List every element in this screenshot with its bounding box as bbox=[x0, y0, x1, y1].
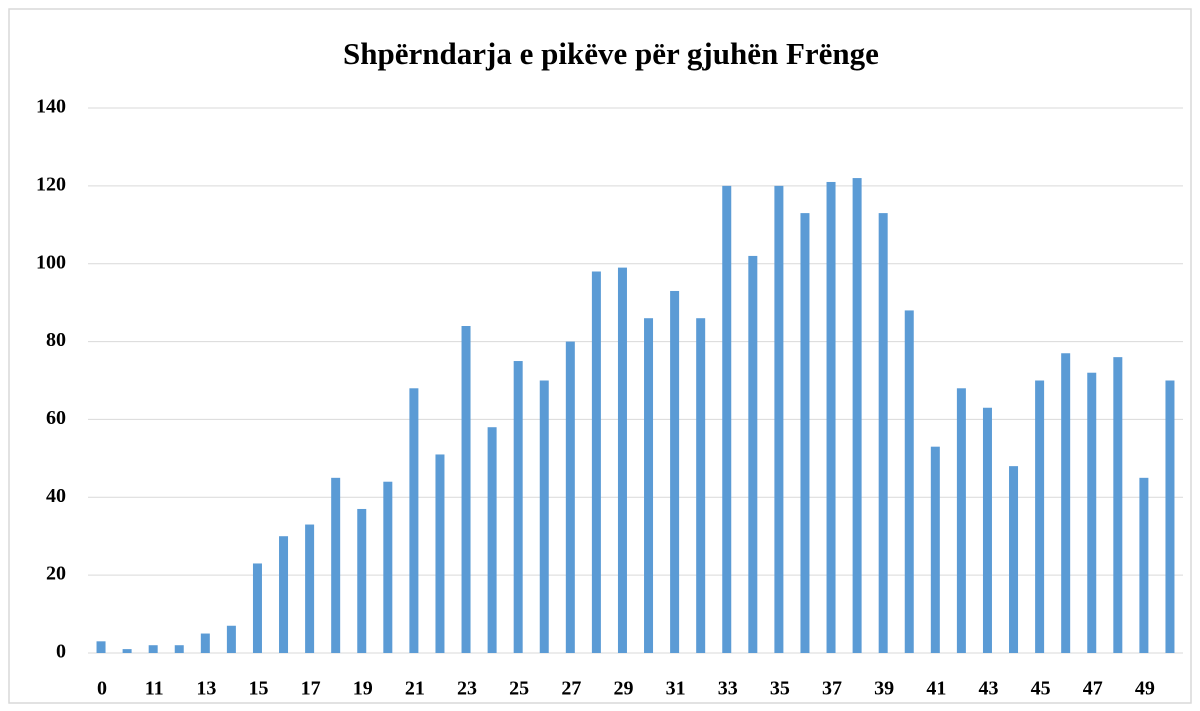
bar bbox=[200, 633, 210, 653]
bar bbox=[800, 213, 810, 653]
bar bbox=[748, 255, 758, 653]
bar bbox=[826, 181, 836, 653]
bar bbox=[696, 318, 706, 653]
bar bbox=[1035, 380, 1045, 653]
bar bbox=[357, 508, 367, 653]
bar bbox=[565, 341, 575, 653]
x-tick-label: 0 bbox=[97, 678, 107, 700]
x-tick-label: 45 bbox=[1031, 678, 1051, 700]
bar bbox=[279, 536, 289, 653]
bar bbox=[487, 427, 497, 653]
bar bbox=[96, 641, 106, 653]
bar bbox=[904, 310, 914, 653]
bar bbox=[461, 326, 471, 653]
y-tick-label: 140 bbox=[36, 96, 66, 118]
x-tick-label: 39 bbox=[874, 678, 894, 700]
x-tick-label: 29 bbox=[613, 678, 633, 700]
x-tick-label: 47 bbox=[1083, 678, 1103, 700]
bar bbox=[956, 388, 966, 653]
x-tick-label: 33 bbox=[718, 678, 738, 700]
y-tick-label: 40 bbox=[46, 485, 66, 507]
bar bbox=[331, 477, 341, 653]
x-tick-label: 21 bbox=[405, 678, 425, 700]
x-tick-label: 19 bbox=[353, 678, 373, 700]
bar bbox=[1061, 353, 1071, 653]
y-tick-label: 0 bbox=[56, 641, 66, 663]
y-tick-label: 20 bbox=[46, 563, 66, 585]
bar bbox=[670, 290, 680, 653]
bar bbox=[539, 380, 549, 653]
x-tick-label: 11 bbox=[145, 678, 164, 700]
x-tick-label: 43 bbox=[978, 678, 998, 700]
bar bbox=[1139, 477, 1149, 653]
x-tick-label: 27 bbox=[561, 678, 581, 700]
bar bbox=[1165, 380, 1175, 653]
x-tick-label: 37 bbox=[822, 678, 842, 700]
bar bbox=[174, 645, 184, 653]
bar bbox=[617, 267, 627, 653]
bar bbox=[1087, 372, 1097, 653]
x-tick-label: 49 bbox=[1135, 678, 1155, 700]
bar bbox=[513, 361, 523, 653]
bar bbox=[930, 446, 940, 653]
chart-title: Shpërndarja e pikëve për gjuhën Frënge bbox=[343, 36, 879, 71]
x-tick-label: 25 bbox=[509, 678, 529, 700]
x-tick-label: 23 bbox=[457, 678, 477, 700]
x-tick-label: 17 bbox=[301, 678, 321, 700]
bar bbox=[435, 454, 445, 653]
bar bbox=[1113, 357, 1123, 653]
bar bbox=[122, 649, 132, 653]
bar bbox=[591, 271, 601, 653]
bar bbox=[644, 318, 654, 653]
bar bbox=[252, 563, 262, 653]
y-tick-label: 120 bbox=[36, 173, 66, 195]
y-tick-label: 80 bbox=[46, 329, 66, 351]
bar bbox=[982, 407, 992, 653]
bar bbox=[305, 524, 315, 653]
y-tick-label: 100 bbox=[36, 251, 66, 273]
bar bbox=[148, 645, 158, 653]
bar bbox=[383, 481, 393, 653]
bar bbox=[852, 178, 862, 654]
bar bbox=[722, 185, 732, 653]
x-tick-label: 35 bbox=[770, 678, 790, 700]
bar bbox=[226, 625, 236, 653]
bar bbox=[774, 185, 784, 653]
y-tick-label: 60 bbox=[46, 407, 66, 429]
bar bbox=[409, 388, 419, 653]
x-tick-label: 31 bbox=[666, 678, 686, 700]
x-tick-label: 41 bbox=[926, 678, 946, 700]
x-tick-label: 13 bbox=[196, 678, 216, 700]
bar bbox=[878, 213, 888, 653]
bar bbox=[1009, 466, 1019, 653]
x-tick-label: 15 bbox=[248, 678, 268, 700]
